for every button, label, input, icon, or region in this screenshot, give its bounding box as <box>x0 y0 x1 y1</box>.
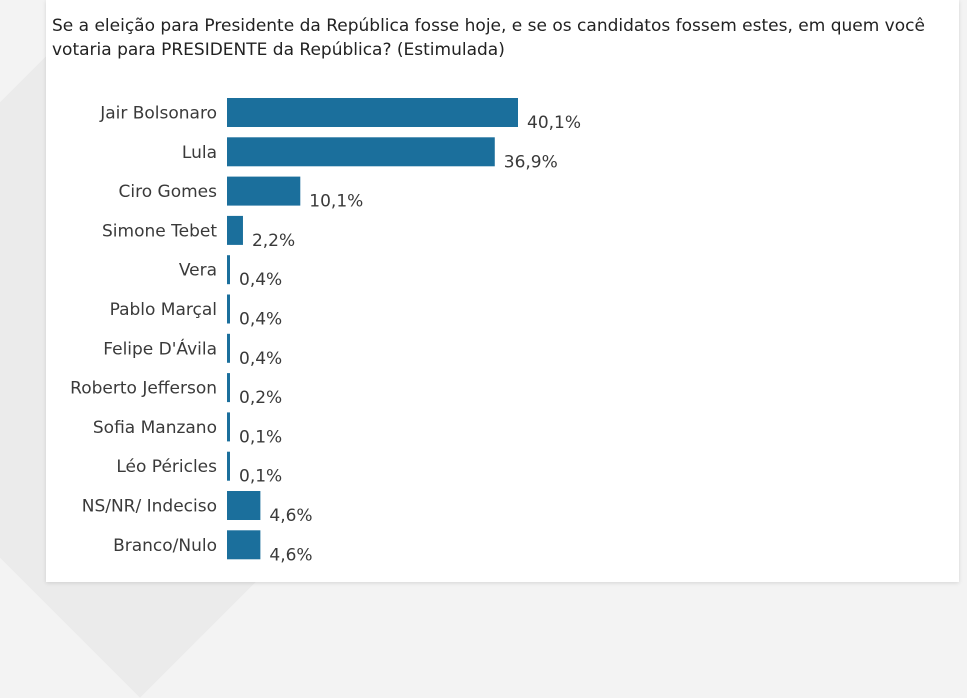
value-label: 0,4% <box>239 310 282 330</box>
value-label: 0,4% <box>239 349 282 369</box>
value-label: 0,1% <box>239 427 282 447</box>
bar <box>227 255 230 285</box>
bar-chart: Jair Bolsonaro 40,1% Lula 36,9% Ciro Gomes 10… <box>70 98 581 565</box>
value-label: 0,4% <box>239 270 282 290</box>
category-label: Roberto Jefferson <box>70 379 217 399</box>
value-label: 0,1% <box>239 467 282 487</box>
category-label: Léo Péricles <box>116 457 217 477</box>
category-label: Lula <box>182 143 217 163</box>
bar <box>227 176 301 206</box>
value-label: 2,2% <box>252 231 295 251</box>
chart-title: Se a eleição para Presidente da Repúblic… <box>52 16 925 60</box>
category-label: Branco/Nulo <box>113 536 217 556</box>
bar <box>227 294 230 324</box>
bar <box>227 137 495 167</box>
chart-card <box>46 0 959 582</box>
category-label: NS/NR/ Indeciso <box>82 497 217 517</box>
value-label: 40,1% <box>527 113 581 133</box>
bar <box>227 98 518 127</box>
bar <box>227 333 230 363</box>
bar <box>227 215 243 245</box>
value-label: 10,1% <box>309 192 363 212</box>
category-label: Jair Bolsonaro <box>99 104 217 124</box>
category-label: Simone Tebet <box>102 221 217 241</box>
value-label: 4,6% <box>269 545 312 565</box>
value-label: 36,9% <box>504 152 558 172</box>
category-label: Pablo Marçal <box>110 300 217 320</box>
category-label: Felipe D'Ávila <box>103 337 217 359</box>
category-label: Vera <box>179 261 217 281</box>
bar <box>227 491 261 520</box>
bar <box>227 530 261 560</box>
bar <box>227 451 230 481</box>
value-label: 4,6% <box>269 506 312 526</box>
bar <box>227 412 230 442</box>
bar <box>227 373 230 403</box>
category-label: Sofia Manzano <box>93 418 217 438</box>
category-label: Ciro Gomes <box>119 182 218 202</box>
value-label: 0,2% <box>239 388 282 408</box>
